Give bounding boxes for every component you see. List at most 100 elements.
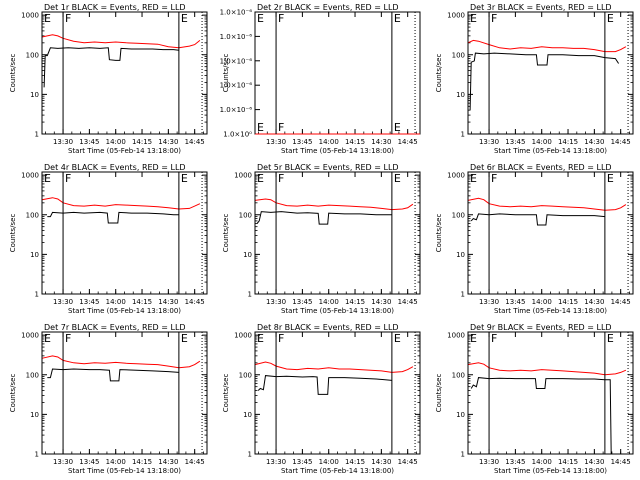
y-axis-label: Counts/sec [9, 214, 17, 253]
x-tick-label: 13:30 [53, 458, 73, 466]
panel-title: Det 9r BLACK = Events, RED = LLD [470, 323, 612, 332]
panel-title: Det 3r BLACK = Events, RED = LLD [470, 3, 612, 12]
y-tick-label: 1.0×10⁻⁶ [220, 57, 253, 65]
x-tick-label: 14:45 [398, 298, 418, 306]
y-tick-label: 10 [30, 91, 39, 99]
marker-label-bottom: E [257, 121, 264, 134]
x-tick-label: 14:15 [345, 138, 365, 146]
panel-det-4: Det 4r BLACK = Events, RED = LLD 13:30 13:… [9, 163, 208, 315]
x-tick-label: 14:30 [158, 458, 178, 466]
x-tick-label: 13:45 [292, 458, 312, 466]
marker-label: F [491, 332, 497, 345]
marker-label: E [257, 172, 264, 185]
marker-label: E [394, 332, 401, 345]
events-series-line [469, 52, 620, 111]
plot-frame [467, 171, 634, 295]
marker-label: E [44, 332, 51, 345]
x-tick-label: 14:30 [158, 138, 178, 146]
y-tick-label: 100 [452, 51, 465, 59]
x-tick-label: 14:30 [584, 298, 604, 306]
x-tick-label: 14:00 [319, 298, 339, 306]
x-tick-label: 13:30 [479, 458, 499, 466]
plot-frame [254, 171, 421, 295]
x-tick-label: 14:00 [106, 298, 126, 306]
y-tick-label: 1 [35, 451, 39, 459]
panel-det-3: Det 3r BLACK = Events, RED = LLD 13:30 13:… [435, 3, 634, 155]
y-tick-label: 10 [243, 251, 252, 259]
x-tick-label: 14:30 [584, 458, 604, 466]
x-tick-label: 13:45 [79, 138, 99, 146]
panel-title: Det 5r BLACK = Events, RED = LLD [257, 163, 399, 172]
panel-title: Det 6r BLACK = Events, RED = LLD [470, 163, 612, 172]
y-tick-label: 10 [456, 411, 465, 419]
y-axis-label: Counts/sec [435, 374, 443, 413]
x-tick-label: 13:30 [53, 138, 73, 146]
panel-title: Det 4r BLACK = Events, RED = LLD [44, 163, 186, 172]
marker-label: F [65, 12, 71, 25]
x-tick-label: 13:30 [266, 138, 286, 146]
x-tick-label: 14:45 [611, 458, 631, 466]
x-tick-label: 14:15 [132, 458, 152, 466]
y-tick-label: 1 [248, 291, 252, 299]
panel-title: Det 8r BLACK = Events, RED = LLD [257, 323, 399, 332]
y-tick-label: 1000 [447, 12, 465, 20]
lld-series-line [254, 198, 414, 211]
x-tick-label: 14:45 [611, 138, 631, 146]
x-tick-label: 13:30 [266, 298, 286, 306]
y-tick-label: 10 [30, 411, 39, 419]
events-series-line [256, 211, 392, 225]
y-axis-label: Counts/sec [435, 214, 443, 253]
x-tick-label: 13:45 [505, 298, 525, 306]
marker-label: F [65, 332, 71, 345]
marker-label: E [470, 12, 477, 25]
x-tick-label: 14:30 [371, 138, 391, 146]
events-series-line [43, 47, 179, 88]
y-axis-label: Counts/sec [9, 374, 17, 413]
marker-label: E [470, 332, 477, 345]
x-tick-label: 14:15 [132, 298, 152, 306]
y-tick-label: 1 [248, 451, 252, 459]
x-tick-label: 13:30 [266, 458, 286, 466]
events-series-line [257, 375, 392, 395]
y-tick-label: 10 [456, 91, 465, 99]
plot-frame [254, 11, 421, 135]
x-axis-label: Start Time (05-Feb-14 13:18:00) [281, 307, 394, 315]
events-series-line [47, 368, 179, 382]
y-tick-label: 100 [26, 211, 39, 219]
y-tick-label: 1000 [447, 332, 465, 340]
x-axis-label: Start Time (05-Feb-14 13:18:00) [68, 307, 181, 315]
marker-label: F [278, 12, 284, 25]
x-tick-label: 14:45 [185, 298, 205, 306]
x-tick-label: 13:30 [479, 298, 499, 306]
y-tick-label: 100 [452, 211, 465, 219]
plot-frame [467, 331, 634, 455]
x-tick-label: 14:30 [371, 298, 391, 306]
y-axis-label: Counts/sec [222, 374, 230, 413]
y-tick-label: 1000 [21, 172, 39, 180]
y-tick-label: 1000 [21, 12, 39, 20]
x-axis-label: Start Time (05-Feb-14 13:18:00) [68, 147, 181, 155]
marker-label: E [394, 12, 401, 25]
y-tick-label: 100 [452, 371, 465, 379]
panel-det-1: Det 1r BLACK = Events, RED = LLD 13:30 13:… [9, 3, 208, 155]
y-tick-label: 100 [26, 51, 39, 59]
x-tick-label: 14:00 [532, 298, 552, 306]
x-tick-label: 13:45 [505, 138, 525, 146]
events-series-line [470, 377, 612, 455]
events-series-line [47, 211, 179, 224]
panel-det-9: Det 9r BLACK = Events, RED = LLD 13:30 13:… [435, 323, 634, 475]
marker-label: F [65, 172, 71, 185]
panel-det-8: Det 8r BLACK = Events, RED = LLD 13:30 13:… [222, 323, 421, 475]
marker-label-bottom: E [394, 121, 401, 134]
y-tick-label: 1 [35, 291, 39, 299]
events-series-line [470, 213, 605, 226]
x-tick-label: 13:30 [53, 298, 73, 306]
marker-label: E [44, 12, 51, 25]
y-tick-label: 1.0×10⁰ [223, 131, 252, 139]
x-tick-label: 13:45 [505, 458, 525, 466]
y-axis-label: Counts/sec [222, 54, 230, 93]
marker-label: E [607, 172, 614, 185]
y-tick-label: 10 [243, 411, 252, 419]
y-tick-label: 1000 [234, 332, 252, 340]
